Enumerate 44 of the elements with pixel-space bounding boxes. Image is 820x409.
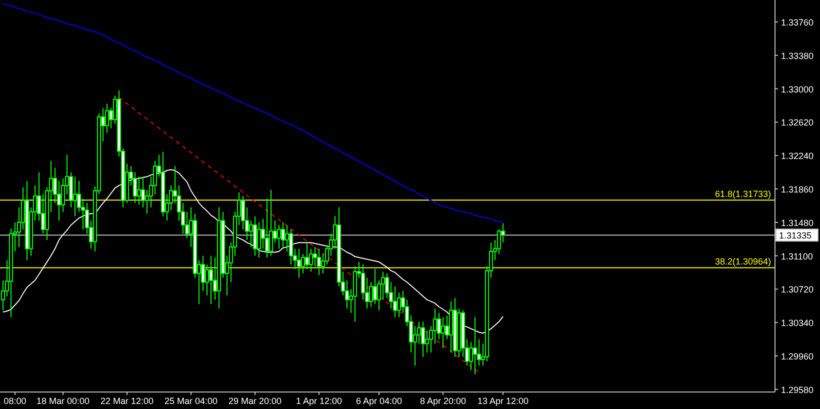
x-tick-label: 8 Apr 20:00 bbox=[420, 396, 466, 406]
candlestick bbox=[269, 189, 273, 256]
candlestick bbox=[421, 321, 425, 358]
y-tick-label: 1.30340 bbox=[781, 318, 814, 328]
candlestick bbox=[425, 330, 429, 353]
y-tick-label: 1.30720 bbox=[781, 284, 814, 295]
candlestick bbox=[209, 255, 213, 305]
x-tick-label: 1 Apr 12:00 bbox=[296, 396, 342, 406]
candlestick bbox=[265, 198, 269, 258]
x-tick-label: 13 Apr 12:00 bbox=[477, 396, 529, 406]
y-tick-label: 1.31480 bbox=[781, 218, 814, 228]
y-tick-label: 1.31860 bbox=[781, 184, 814, 194]
candlestick bbox=[137, 176, 141, 206]
x-tick-label: 29 Mar 20:00 bbox=[228, 396, 282, 406]
candlestick bbox=[281, 222, 285, 248]
candlestick bbox=[393, 286, 397, 318]
y-tick-label: 1.33760 bbox=[781, 17, 814, 28]
x-tick-label: 08:00 bbox=[4, 396, 26, 406]
y-tick-label: 1.33380 bbox=[781, 50, 814, 61]
candlestick bbox=[373, 268, 377, 305]
ref-line-label: 1.31335 bbox=[779, 230, 812, 241]
x-tick-label: 6 Apr 04:00 bbox=[356, 396, 402, 406]
ref-line-label: 61.8(1.31733) bbox=[714, 189, 771, 200]
candlestick bbox=[305, 242, 309, 270]
candlestick bbox=[441, 316, 445, 349]
x-tick-label: 22 Mar 12:00 bbox=[100, 396, 154, 406]
candlestick bbox=[73, 176, 77, 217]
y-tick-label: 1.29580 bbox=[781, 384, 814, 395]
candlestick bbox=[249, 220, 253, 248]
y-tick-label: 1.31100 bbox=[781, 251, 813, 262]
ref-line-label: 38.2(1.30964) bbox=[714, 256, 771, 267]
y-tick-label: 1.33000 bbox=[781, 84, 814, 94]
line-series bbox=[2, 3, 504, 223]
candlestick bbox=[289, 228, 293, 266]
y-tick-label: 1.32620 bbox=[781, 118, 814, 128]
candlestick bbox=[253, 216, 257, 256]
candlestick bbox=[277, 224, 281, 250]
candlestick bbox=[257, 222, 261, 258]
candlestick bbox=[317, 248, 321, 276]
x-tick-label: 18 Mar 00:00 bbox=[36, 396, 90, 406]
x-tick-label: 25 Mar 04:00 bbox=[164, 396, 218, 406]
y-tick-label: 1.29960 bbox=[781, 351, 814, 362]
y-tick-label: 1.32240 bbox=[781, 151, 814, 162]
candlestick bbox=[297, 248, 301, 278]
